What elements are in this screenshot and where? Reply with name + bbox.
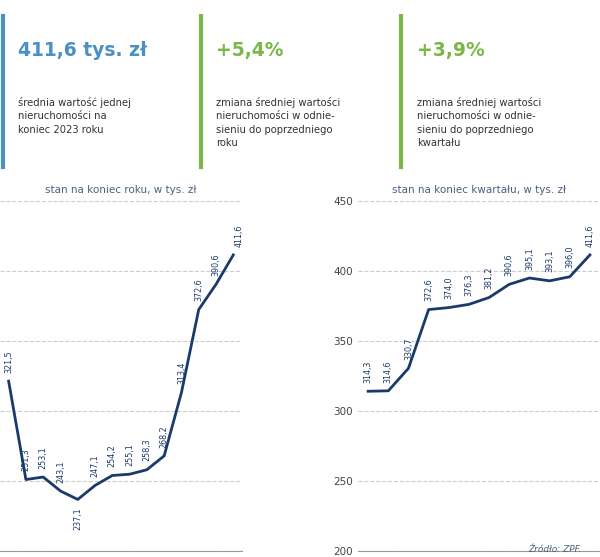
Text: 268,2: 268,2 <box>160 425 169 447</box>
Text: +5,4%: +5,4% <box>216 41 284 60</box>
Text: 411,6 tys. zł: 411,6 tys. zł <box>18 41 147 60</box>
Text: +3,9%: +3,9% <box>417 41 485 60</box>
Text: zmiana średniej wartości
nieruchomości w odnie-
sieniu do poprzedniego
kwartału: zmiana średniej wartości nieruchomości w… <box>417 96 541 148</box>
Text: 255,1: 255,1 <box>125 443 134 466</box>
Text: 393,1: 393,1 <box>545 250 554 272</box>
Text: 330,7: 330,7 <box>404 338 413 360</box>
Text: 237,1: 237,1 <box>73 508 82 530</box>
Text: 313,4: 313,4 <box>177 362 186 384</box>
Text: 258,3: 258,3 <box>142 439 151 461</box>
Text: 376,3: 376,3 <box>464 273 473 296</box>
Text: 372,6: 372,6 <box>194 278 203 301</box>
Text: 372,6: 372,6 <box>424 278 433 301</box>
Text: 251,3: 251,3 <box>22 448 31 471</box>
Text: Źródło: ZPF.: Źródło: ZPF. <box>529 545 582 554</box>
Text: zmiana średniej wartości
nieruchomości w odnie-
sieniu do poprzedniego
roku: zmiana średniej wartości nieruchomości w… <box>216 96 340 148</box>
Text: 396,0: 396,0 <box>565 246 574 268</box>
Title: stan na koniec roku, w tys. zł: stan na koniec roku, w tys. zł <box>45 185 197 195</box>
Text: 390,6: 390,6 <box>212 253 221 276</box>
Text: 390,6: 390,6 <box>505 253 514 276</box>
Text: 314,6: 314,6 <box>384 360 393 383</box>
Text: 395,1: 395,1 <box>525 247 534 270</box>
Title: stan na koniec kwartału, w tys. zł: stan na koniec kwartału, w tys. zł <box>392 185 566 195</box>
Text: 314,3: 314,3 <box>364 360 373 383</box>
Text: 243,1: 243,1 <box>56 460 65 483</box>
Text: 253,1: 253,1 <box>39 446 48 468</box>
Text: 374,0: 374,0 <box>444 277 453 299</box>
Text: 381,2: 381,2 <box>485 267 494 289</box>
Text: 411,6: 411,6 <box>586 224 595 247</box>
Text: 411,6: 411,6 <box>235 224 244 247</box>
Text: średnia wartość jednej
nieruchomości na
koniec 2023 roku: średnia wartość jednej nieruchomości na … <box>18 96 131 135</box>
Text: 254,2: 254,2 <box>108 444 117 467</box>
Text: 247,1: 247,1 <box>91 455 100 477</box>
Text: 321,5: 321,5 <box>4 350 13 373</box>
